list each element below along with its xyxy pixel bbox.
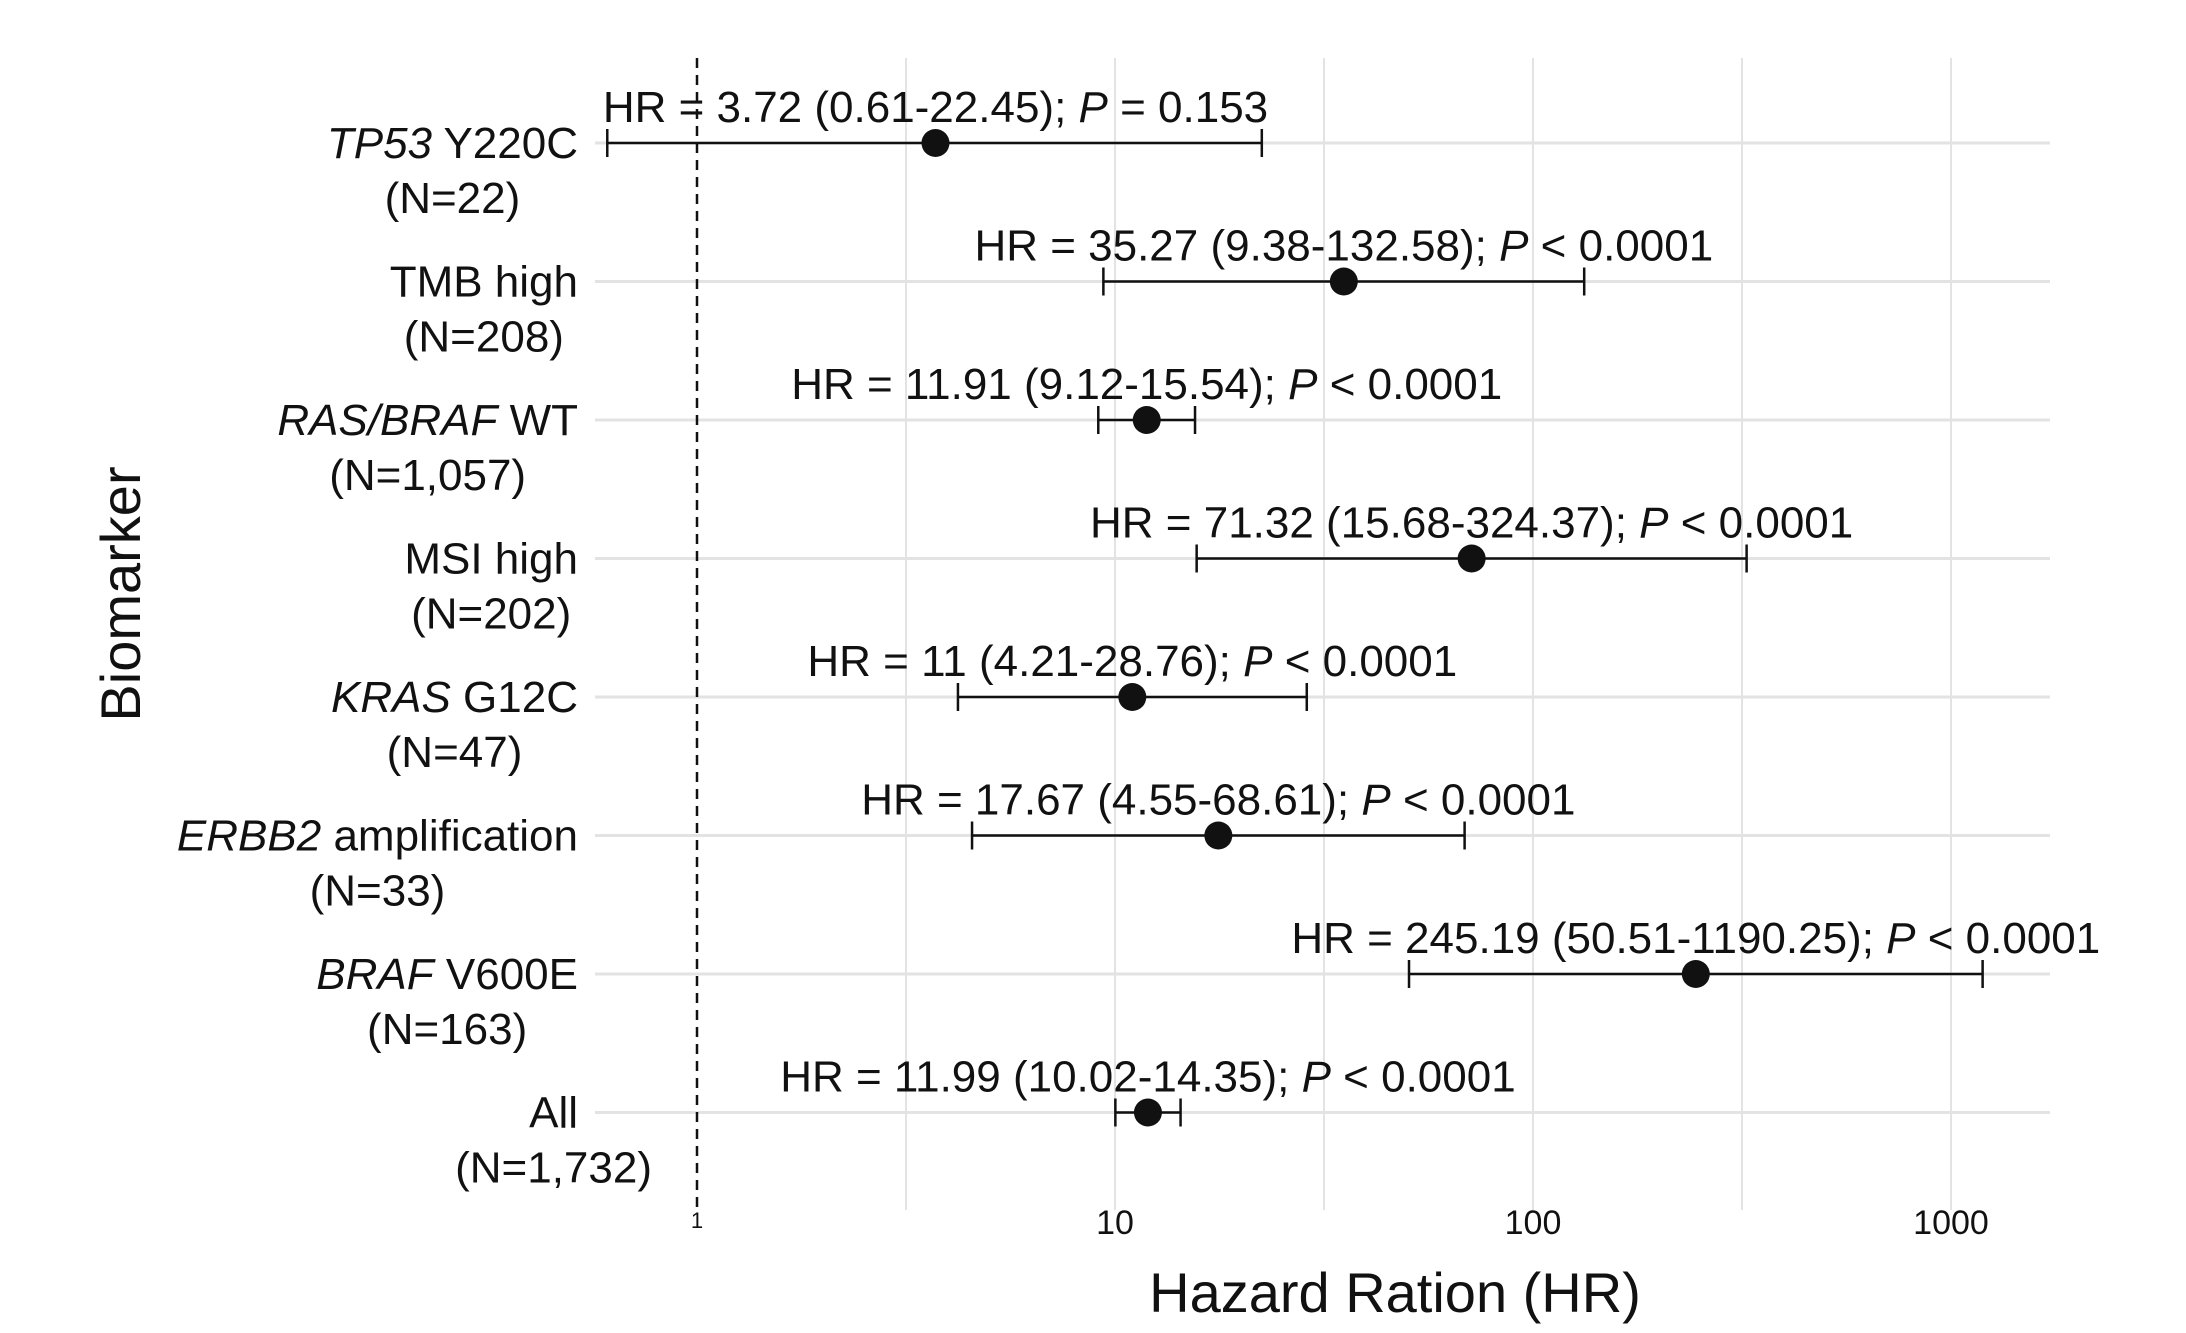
- sample-size-label: (N=163): [367, 1005, 527, 1054]
- biomarker-label: TMB high: [390, 258, 578, 307]
- sample-size-label: (N=1,057): [329, 451, 526, 500]
- biomarker-label: KRAS G12C: [331, 673, 578, 722]
- hr-annotation: HR = 17.67 (4.55-68.61); P < 0.0001: [861, 776, 1575, 825]
- hr-point: [1681, 960, 1710, 988]
- forest-row: HR = 71.32 (15.68-324.37); P < 0.0001 MSI…: [404, 499, 1853, 639]
- biomarker-label: ERBB2 amplification: [177, 812, 578, 861]
- sample-size-label: (N=33): [310, 867, 446, 916]
- hr-annotation: HR = 3.72 (0.61-22.45); P = 0.153: [603, 83, 1268, 132]
- sample-size-label: (N=1,732): [455, 1144, 652, 1193]
- forest-row: HR = 3.72 (0.61-22.45); P = 0.153 TP53 Y2…: [327, 83, 1268, 223]
- hr-point: [1132, 406, 1161, 434]
- hr-point: [1133, 1098, 1162, 1127]
- forest-row: HR = 11 (4.21-28.76); P < 0.0001 KRAS G12…: [331, 637, 1457, 777]
- hr-point: [1457, 544, 1486, 573]
- hr-annotation: HR = 11 (4.21-28.76); P < 0.0001: [807, 637, 1457, 686]
- hr-point: [1118, 683, 1147, 711]
- hr-annotation: HR = 11.99 (10.02-14.35); P < 0.0001: [780, 1053, 1515, 1102]
- hr-annotation: HR = 35.27 (9.38-132.58); P < 0.0001: [974, 222, 1713, 271]
- hr-point: [921, 129, 950, 157]
- rows-group: HR = 3.72 (0.61-22.45); P = 0.153 TP53 Y2…: [177, 83, 2100, 1193]
- x-axis-title: Hazard Ration (HR): [1149, 1261, 1641, 1324]
- x-tick-label: 1000: [1913, 1204, 1989, 1242]
- biomarker-label: All: [529, 1089, 578, 1138]
- x-tick-label: 10: [1096, 1204, 1134, 1242]
- hr-point: [1204, 821, 1233, 850]
- forest-row: HR = 245.19 (50.51-1190.25); P < 0.0001 B…: [316, 914, 2100, 1054]
- hr-annotation: HR = 11.91 (9.12-15.54); P < 0.0001: [791, 360, 1502, 409]
- hr-annotation: HR = 245.19 (50.51-1190.25); P < 0.0001: [1291, 914, 2100, 963]
- hr-annotation: HR = 71.32 (15.68-324.37); P < 0.0001: [1090, 499, 1853, 548]
- forest-row: HR = 17.67 (4.55-68.61); P < 0.0001 ERBB2…: [177, 776, 1576, 916]
- x-tick-label: 1: [691, 1208, 703, 1233]
- sample-size-label: (N=208): [404, 313, 564, 362]
- biomarker-label: MSI high: [404, 535, 578, 584]
- sample-size-label: (N=22): [385, 174, 521, 223]
- forest-row: HR = 35.27 (9.38-132.58); P < 0.0001 TMB …: [390, 222, 1713, 362]
- sample-size-label: (N=202): [411, 590, 571, 639]
- x-tick-label: 100: [1505, 1204, 1562, 1242]
- x-tick-labels: 1 10 100 1000: [691, 1204, 1989, 1242]
- sample-size-label: (N=47): [387, 728, 523, 777]
- forest-row: HR = 11.99 (10.02-14.35); P < 0.0001 All (…: [455, 1053, 1516, 1193]
- biomarker-label: RAS/BRAF WT: [277, 396, 578, 445]
- y-axis-title: Biomarker: [89, 466, 152, 721]
- forest-row: HR = 11.91 (9.12-15.54); P < 0.0001 RAS/B…: [277, 360, 1502, 500]
- biomarker-label: TP53 Y220C: [327, 119, 578, 168]
- hr-point: [1329, 267, 1358, 296]
- biomarker-label: BRAF V600E: [316, 950, 578, 999]
